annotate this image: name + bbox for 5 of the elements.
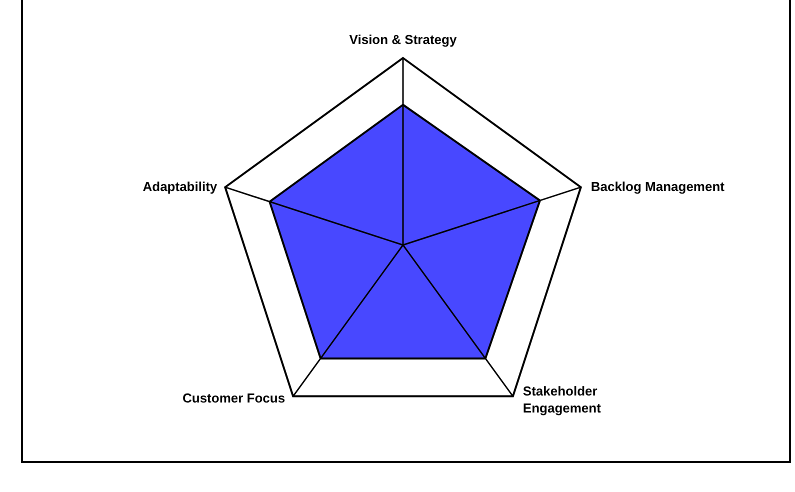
spoke-label: Stakeholder Engagement [522,383,602,416]
spoke-label: Vision & Strategy [349,32,458,47]
spoke-label: Backlog Management [590,179,726,194]
spoke-label: Adaptability [142,179,218,194]
spoke-label: Customer Focus [182,390,286,406]
